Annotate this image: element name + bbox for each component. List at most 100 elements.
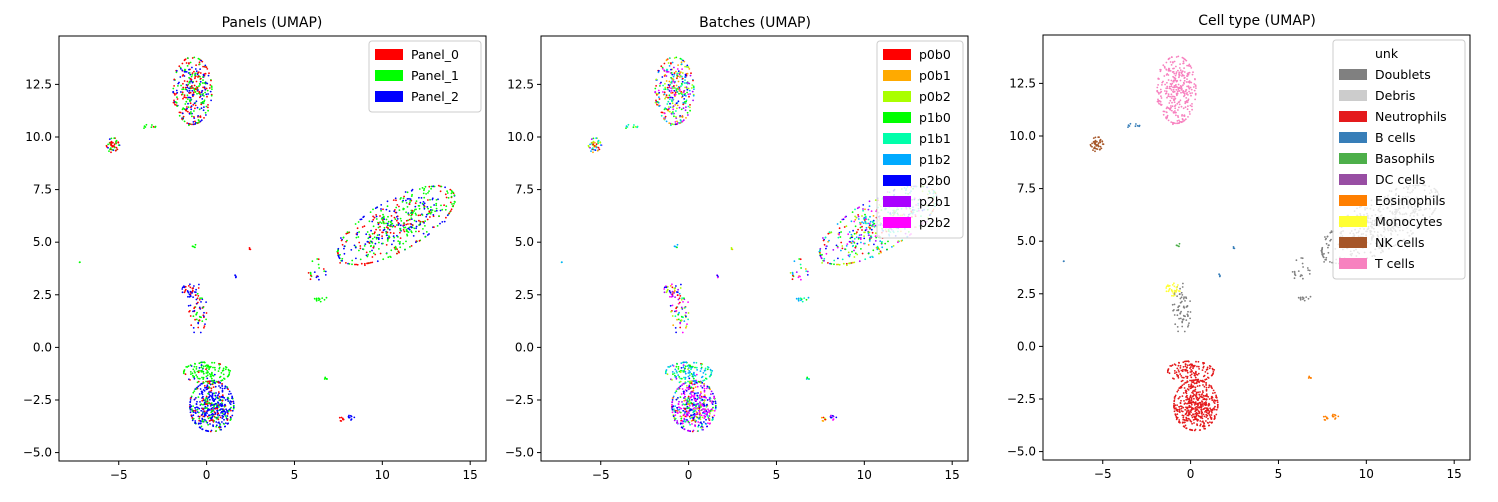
scatter-point [363, 245, 366, 247]
scatter-point [1168, 372, 1171, 375]
scatter-point [248, 248, 251, 251]
scatter-point [819, 247, 822, 250]
scatter-point [207, 409, 210, 412]
scatter-point [1189, 428, 1191, 431]
scatter-point [191, 372, 194, 375]
scatter-point [110, 137, 113, 140]
scatter-point [342, 236, 345, 239]
scatter-point [597, 146, 600, 149]
scatter-point [192, 103, 195, 106]
scatter-point [197, 326, 200, 329]
scatter-point [428, 210, 431, 213]
scatter-point [1165, 107, 1168, 110]
scatter-point [234, 276, 237, 279]
scatter-point [691, 423, 693, 425]
scatter-point [695, 411, 698, 413]
scatter-point [655, 85, 657, 87]
scatter-point [377, 238, 380, 241]
scatter-point [198, 82, 201, 85]
scatter-point [822, 420, 825, 422]
scatter-point [1198, 411, 1201, 414]
y-tick-label: 10.0 [507, 130, 534, 144]
scatter-point [192, 310, 194, 313]
scatter-point [360, 262, 363, 265]
scatter-point [315, 299, 318, 302]
scatter-point [343, 245, 346, 248]
scatter-point [396, 224, 398, 226]
scatter-point [183, 80, 186, 82]
scatter-point [1176, 120, 1179, 122]
scatter-point [195, 366, 198, 368]
scatter-point [228, 372, 231, 374]
scatter-point [1179, 373, 1182, 375]
scatter-point [375, 215, 378, 218]
scatter-point [789, 272, 792, 274]
scatter-point [1185, 392, 1188, 395]
scatter-point [359, 258, 362, 261]
scatter-point [189, 403, 191, 406]
scatter-point [409, 198, 412, 201]
scatter-point [172, 87, 175, 90]
scatter-point [1157, 84, 1159, 86]
scatter-point [186, 65, 189, 67]
scatter-point [674, 93, 677, 96]
scatter-point [676, 74, 678, 77]
scatter-point [688, 372, 691, 374]
scatter-point [689, 409, 691, 412]
scatter-point [348, 231, 350, 234]
scatter-point [172, 101, 175, 104]
scatter-point [222, 410, 225, 412]
scatter-point [383, 226, 386, 229]
scatter-point [730, 248, 733, 251]
scatter-point [186, 98, 189, 100]
scatter-point [851, 211, 854, 214]
scatter-point [881, 246, 884, 249]
scatter-point [205, 395, 208, 398]
scatter-point [380, 208, 382, 210]
scatter-point [340, 239, 343, 242]
scatter-point [221, 383, 223, 385]
scatter-point [1212, 389, 1215, 392]
batches-umap-subplot: Batches (UMAP) −5 0 5 10 15−5.0−2.50.02.55.0… [505, 15, 969, 482]
scatter-point [206, 415, 209, 418]
scatter-point [1196, 385, 1199, 387]
scatter-point [863, 237, 866, 240]
scatter-point [309, 271, 312, 274]
x-tick-label: 10 [857, 468, 872, 482]
scatter-point [1169, 108, 1172, 111]
scatter-point [1161, 84, 1163, 86]
scatter-point [680, 108, 683, 111]
scatter-point [674, 368, 677, 371]
scatter-point [369, 250, 371, 253]
scatter-point [1179, 99, 1182, 102]
scatter-point [694, 424, 696, 426]
scatter-point [345, 262, 347, 264]
scatter-point [703, 421, 705, 423]
scatter-point [676, 104, 679, 107]
scatter-point [228, 393, 230, 395]
scatter-point [1329, 261, 1331, 263]
scatter-point [188, 99, 191, 101]
scatter-point [1186, 371, 1189, 374]
scatter-point [676, 410, 679, 412]
scatter-point [366, 255, 369, 258]
scatter-point [208, 395, 211, 398]
scatter-point [195, 100, 198, 103]
scatter-point [411, 193, 413, 196]
scatter-point [671, 61, 674, 64]
scatter-point [1180, 91, 1182, 94]
scatter-point [348, 263, 351, 265]
scatter-point [1165, 92, 1168, 94]
scatter-point [359, 245, 362, 247]
scatter-point [210, 391, 212, 394]
scatter-point [681, 92, 683, 94]
scatter-point [1156, 100, 1159, 103]
scatter-point [404, 191, 407, 193]
scatter-point [682, 390, 685, 393]
scatter-point [1205, 386, 1208, 389]
scatter-point [199, 120, 202, 123]
scatter-point [408, 203, 411, 206]
scatter-point [193, 331, 196, 334]
scatter-point [347, 415, 350, 418]
scatter-point [1176, 102, 1179, 105]
